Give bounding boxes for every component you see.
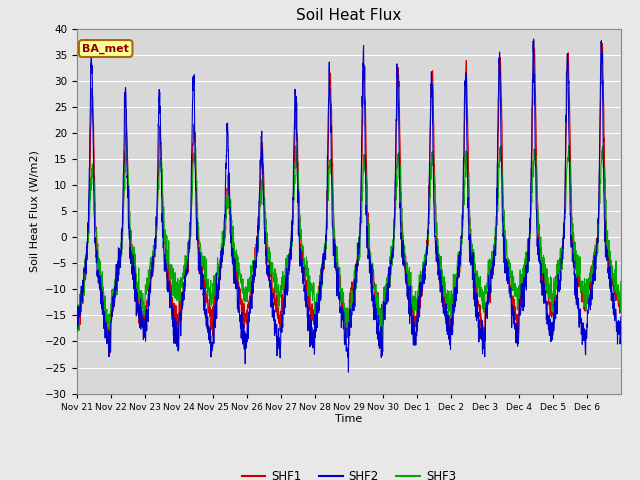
SHF3 xyxy=(127,228,135,233)
SHF3 xyxy=(73,314,81,320)
SHF2 xyxy=(530,37,538,43)
Line: SHF2: SHF2 xyxy=(77,40,621,372)
SHF1 xyxy=(513,313,520,319)
SHF2 xyxy=(610,312,618,318)
X-axis label: Time: Time xyxy=(335,414,362,424)
SHF2 xyxy=(73,313,81,319)
SHF3 xyxy=(244,286,252,292)
SHF2 xyxy=(513,331,520,336)
SHF1 xyxy=(73,325,81,331)
SHF3 xyxy=(617,279,625,285)
SHF1 xyxy=(106,350,114,356)
SHF2 xyxy=(381,301,389,307)
SHF1 xyxy=(245,304,253,310)
SHF2 xyxy=(127,258,135,264)
SHF1 xyxy=(617,293,625,299)
SHF2 xyxy=(544,311,552,316)
Line: SHF3: SHF3 xyxy=(77,146,621,337)
SHF2 xyxy=(617,314,625,320)
SHF2 xyxy=(344,369,352,375)
SHF1 xyxy=(530,36,538,42)
Line: SHF1: SHF1 xyxy=(77,39,621,353)
SHF1 xyxy=(381,300,389,306)
Text: BA_met: BA_met xyxy=(82,43,129,54)
SHF3 xyxy=(381,295,389,301)
SHF1 xyxy=(610,283,618,289)
SHF3 xyxy=(543,288,551,294)
Legend: SHF1, SHF2, SHF3: SHF1, SHF2, SHF3 xyxy=(237,465,461,480)
Title: Soil Heat Flux: Soil Heat Flux xyxy=(296,9,401,24)
SHF3 xyxy=(378,335,386,340)
SHF1 xyxy=(544,287,552,293)
SHF3 xyxy=(513,289,520,295)
SHF2 xyxy=(244,320,252,325)
Y-axis label: Soil Heat Flux (W/m2): Soil Heat Flux (W/m2) xyxy=(29,150,40,272)
SHF3 xyxy=(564,143,572,149)
SHF1 xyxy=(127,248,135,254)
SHF3 xyxy=(610,271,618,276)
